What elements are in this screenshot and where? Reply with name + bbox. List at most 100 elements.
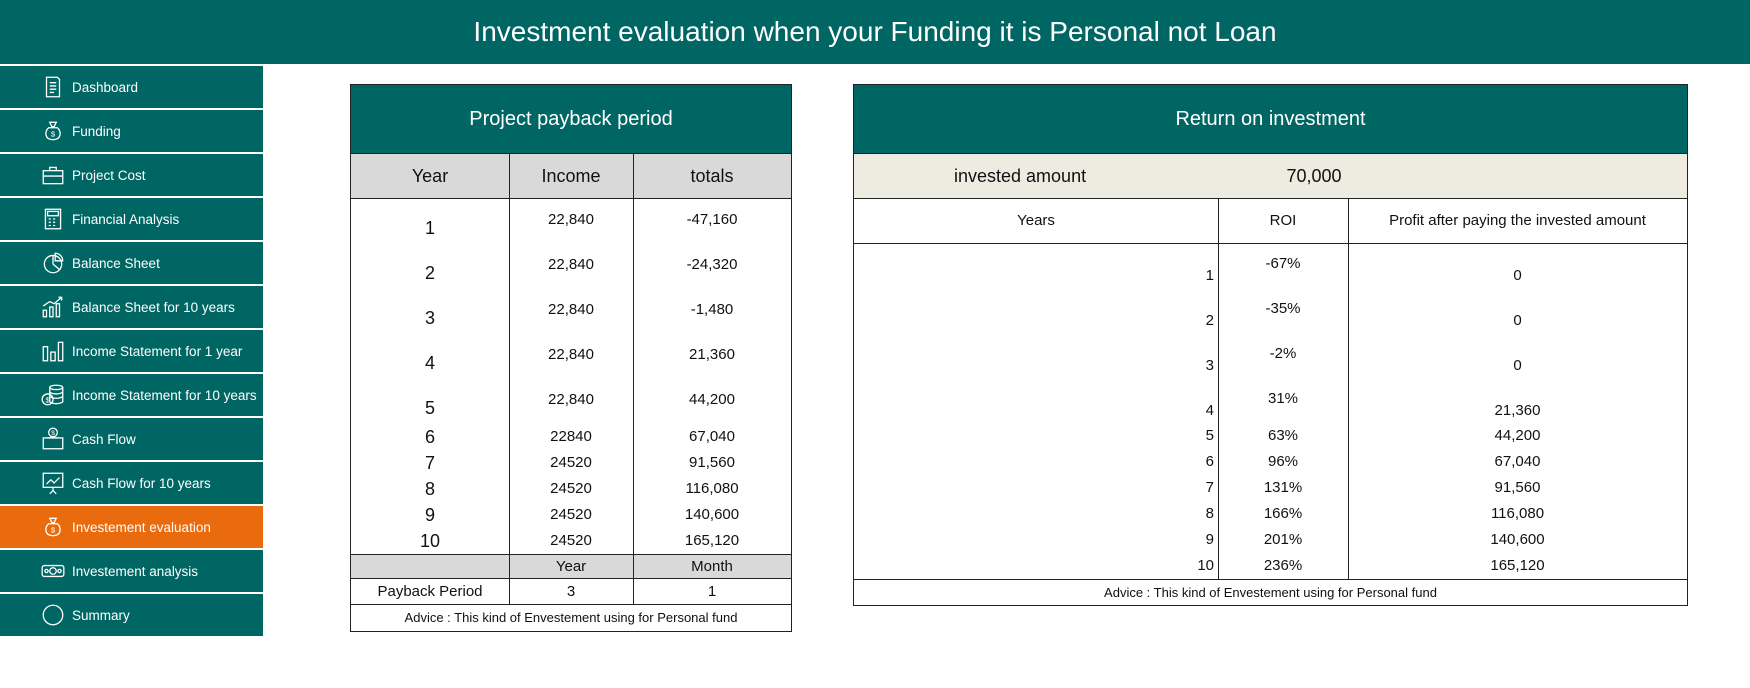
sidebar-item-income-statement-for-10-years[interactable]: $ Income Statement for 10 years [0,374,263,418]
sidebar-item-cash-flow-for-10-years[interactable]: Cash Flow for 10 years [0,462,263,506]
sidebar-item-investement-evaluation[interactable]: $ Investement evaluation [0,506,263,550]
totals-cell: -47,160 [686,211,738,228]
income-cell: 22,840 [548,301,594,318]
money-bag-icon: $ [36,512,70,542]
table-row: 9 24520 140,600 [351,502,791,528]
roi-profit-cell: 21,360 [1494,402,1541,419]
table-row: 5 22,840 44,200 [351,379,791,424]
invested-label: invested amount [954,166,1087,186]
payback-header-row: Year Income totals [351,154,791,199]
table-row: 6 96% 67,040 [854,450,1687,476]
payback-divider-1 [509,154,510,605]
roi-profit-cell: 0 [1513,357,1522,374]
payback-divider-2 [633,154,634,605]
circle-icon [36,600,70,630]
year-cell: 10 [419,531,441,551]
invested-value: 70,000 [1286,166,1342,186]
sidebar-item-project-cost[interactable]: Project Cost [0,154,263,198]
year-cell: 3 [424,308,435,328]
income-cell: 22,840 [548,391,594,408]
roi-profit-header: Profit after paying the invested amount [1389,212,1646,229]
year-cell: 5 [424,398,435,418]
roi-value-cell: 63% [1267,427,1299,444]
roi-profit-cell: 91,560 [1494,479,1541,496]
sidebar-item-funding[interactable]: $ Funding [0,110,263,154]
sidebar-item-dashboard[interactable]: Dashboard [0,66,263,110]
sidebar-item-label: Cash Flow for 10 years [72,475,211,491]
table-row: 3 -2% 0 [854,334,1687,379]
income-cell: 22,840 [548,256,594,273]
income-cell: 24520 [550,532,592,549]
money-bag-icon: $ [36,116,70,146]
sidebar-item-income-statement-for-1-year[interactable]: Income Statement for 1 year [0,330,263,374]
year-cell: 2 [424,263,435,283]
income-cell: 24520 [550,480,592,497]
coins-icon: $ [36,380,70,410]
payback-income-header: Income [541,166,601,186]
table-row: 1 -67% 0 [854,244,1687,289]
invested-row: invested amount 70,000 [854,154,1687,199]
year-cell: 8 [424,479,435,499]
sidebar-item-label: Financial Analysis [72,211,180,227]
payback-totals-header: totals [690,166,734,186]
roi-year-cell: 7 [1205,479,1214,496]
payback-period-label: Payback Period [377,583,483,600]
sidebar-item-balance-sheet-for-10-years[interactable]: Balance Sheet for 10 years [0,286,263,330]
briefcase-icon [36,160,70,190]
table-row: 10 236% 165,120 [854,554,1687,579]
table-row: 8 166% 116,080 [854,502,1687,528]
table-row: 5 63% 44,200 [854,424,1687,450]
period-year-header: Year [555,558,587,575]
roi-roi-header: ROI [1269,212,1297,229]
roi-value-cell: 166% [1263,505,1303,522]
pie-chart-icon [36,248,70,278]
sidebar-item-label: Income Statement for 1 year [72,343,243,359]
totals-cell: 44,200 [689,391,735,408]
svg-text:$: $ [51,430,55,437]
sidebar-item-cash-flow[interactable]: $ Cash Flow [0,418,263,462]
roi-advice: Advice : This kind of Envestement using … [1104,585,1437,600]
totals-cell: 67,040 [689,428,735,445]
totals-cell: 21,360 [689,346,735,363]
table-row: 2 -35% 0 [854,289,1687,334]
roi-years-header: Years [1017,212,1055,229]
sidebar-item-financial-analysis[interactable]: Financial Analysis [0,198,263,242]
roi-value-cell: -35% [1265,300,1301,317]
sidebar-item-balance-sheet[interactable]: Balance Sheet [0,242,263,286]
payback-period-month: 1 [707,583,717,600]
table-row: 2 22,840 -24,320 [351,244,791,289]
totals-cell: 91,560 [689,454,735,471]
roi-value-cell: -2% [1269,345,1297,362]
table-row: 6 22840 67,040 [351,424,791,450]
year-cell: 7 [424,453,435,473]
period-header-row: Year Month [351,554,791,579]
payback-advice: Advice : This kind of Envestement using … [404,610,738,625]
table-row: 7 24520 91,560 [351,450,791,476]
year-cell: 4 [424,353,435,373]
sidebar-item-label: Project Cost [72,167,146,183]
payback-year-header: Year [411,166,449,186]
year-cell: 9 [424,505,435,525]
sidebar-item-label: Cash Flow [72,431,136,447]
totals-cell: -24,320 [686,256,738,273]
totals-cell: 165,120 [684,532,740,549]
roi-divider-1 [1218,199,1219,579]
roi-year-cell: 4 [1205,402,1214,419]
roi-profit-cell: 165,120 [1490,557,1545,574]
svg-text:$: $ [51,129,56,138]
sidebar-item-investement-analysis[interactable]: Investement analysis [0,550,263,594]
payback-period-row: Payback Period 3 1 [351,579,791,605]
year-cell: 6 [424,427,435,447]
sidebar-item-label: Income Statement for 10 years [72,387,257,403]
totals-cell: -1,480 [690,301,734,318]
income-cell: 22,840 [548,211,594,228]
roi-year-cell: 3 [1205,357,1214,374]
sidebar-item-label: Dashboard [72,79,139,95]
roi-year-cell: 6 [1205,453,1214,470]
sidebar-item-label: Funding [72,123,121,139]
sidebar-item-label: Balance Sheet [72,255,160,271]
roi-year-cell: 8 [1205,505,1214,522]
sidebar-item-summary[interactable]: Summary [0,594,263,638]
roi-year-cell: 5 [1205,427,1214,444]
income-cell: 24520 [550,506,592,523]
